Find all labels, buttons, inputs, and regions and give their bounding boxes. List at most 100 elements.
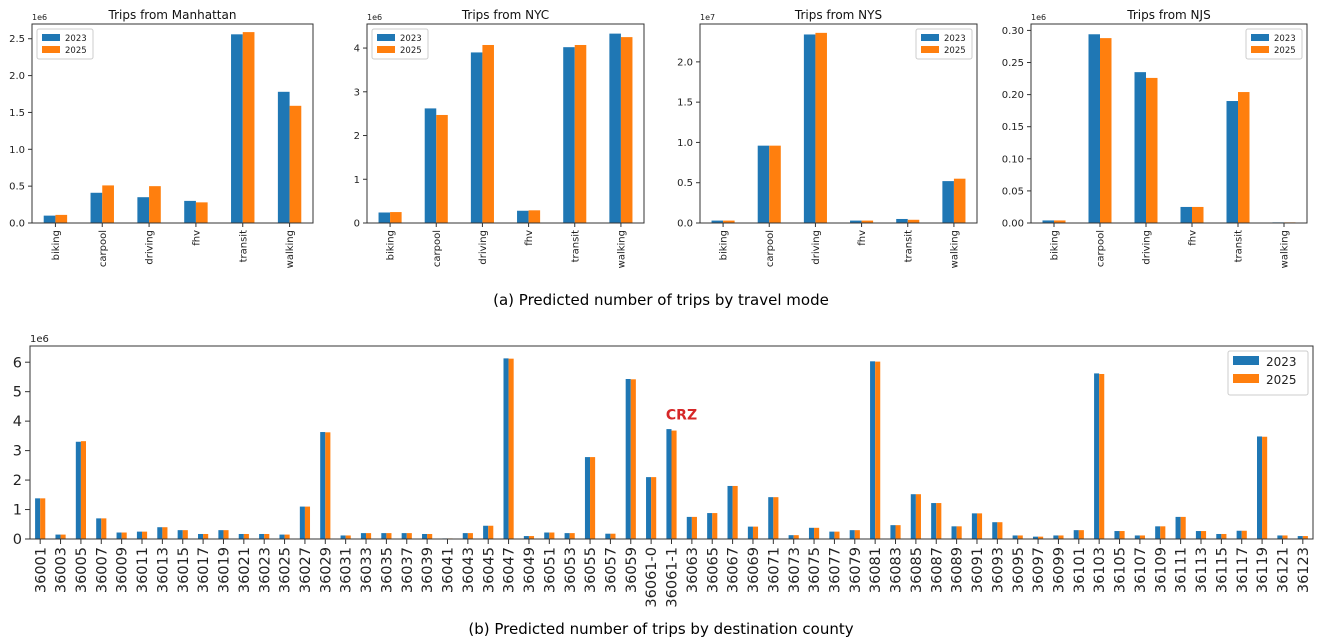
- bar-2023-36057: [605, 533, 611, 539]
- x-tick-label-36087: 36087: [929, 547, 945, 593]
- chart-trips-from-nyc: 0 1 2 3 4 1e6 biking carpool driving fhv transit wa…: [354, 8, 645, 268]
- y-tick-label: 6: [13, 355, 22, 371]
- bar-2025-36049: [528, 536, 535, 539]
- bar-2023-36109: [1155, 526, 1161, 539]
- bar-2023-36027: [299, 506, 305, 539]
- x-tick-label-36005: 36005: [74, 547, 90, 593]
- legend-label-2025: 2025: [944, 46, 966, 56]
- x-tick-label-36027: 36027: [298, 547, 314, 593]
- legend-label-2023: 2023: [1274, 34, 1296, 44]
- bar-2025-transit: [574, 44, 587, 223]
- bar-2023-36067: [727, 485, 733, 539]
- legend-label-2023: 2023: [65, 34, 87, 44]
- bar-2023-36081: [870, 361, 876, 539]
- legend-swatch-2025: [1251, 46, 1269, 53]
- x-tick-label-36041: 36041: [441, 547, 457, 593]
- bar-2023-36071: [768, 497, 774, 539]
- bar-2025-36071: [773, 497, 779, 539]
- x-tick-label-36075: 36075: [807, 547, 823, 593]
- y-tick-label: 2.5: [9, 34, 25, 45]
- y-tick-label: 0.10: [1002, 154, 1024, 165]
- bar-2023-36009: [116, 532, 122, 539]
- legend-swatch-2023: [42, 34, 60, 41]
- x-tick-label-transit: transit: [903, 230, 914, 262]
- x-tick-label-36077: 36077: [828, 547, 844, 593]
- bar-2025-36095: [1017, 535, 1023, 539]
- plot-frame: [699, 23, 978, 224]
- chart-trips-from-nys: 0.0 0.5 1.0 1.5 2.0 1e7 biking carpool driving fh…: [677, 8, 978, 268]
- legend: 2023 2025: [915, 28, 973, 60]
- x-tick-label-36003: 36003: [54, 547, 70, 593]
- x-tick-label-36039: 36039: [420, 547, 436, 593]
- x-tick-label-carpool: carpool: [432, 230, 443, 267]
- y-tick-label: 0.20: [1002, 90, 1024, 101]
- annotation-crz: CRZ: [666, 408, 697, 424]
- bar-2023-36021: [238, 533, 244, 539]
- y-tick-label: 0.0: [677, 219, 693, 230]
- bar-2023-transit: [896, 218, 908, 223]
- x-tick-label-36051: 36051: [542, 547, 558, 593]
- x-tick-label-36057: 36057: [603, 547, 619, 593]
- bar-2025-36009: [121, 532, 127, 539]
- y-tick-label: 1.5: [9, 108, 25, 119]
- y-tick-label: 0: [13, 532, 22, 548]
- bar-2023-36003: [55, 534, 61, 539]
- x-tick-label-36101: 36101: [1072, 547, 1088, 593]
- x-tick-label-36089: 36089: [950, 547, 966, 593]
- bar-2025-36051: [549, 532, 555, 539]
- bar-2025-walking: [620, 37, 633, 224]
- y-scale-label: 1e6: [1031, 13, 1046, 22]
- bar-2025-36061-0: [651, 477, 657, 539]
- x-tick-label-36117: 36117: [1235, 547, 1251, 593]
- bar-2023-36079: [849, 530, 855, 539]
- bar-2023-36069: [747, 526, 753, 539]
- x-tick-label-fhv: fhv: [1188, 230, 1199, 246]
- bar-2025-36111: [1180, 516, 1186, 539]
- bar-2023-36105: [1114, 531, 1120, 539]
- x-tick-label-36045: 36045: [481, 547, 497, 593]
- y-tick-label: 3: [354, 87, 360, 98]
- x-tick-label-36073: 36073: [787, 547, 803, 593]
- bar-2025-carpool: [102, 185, 114, 223]
- plot-frame: [1030, 23, 1308, 224]
- x-tick-label-biking: biking: [386, 230, 397, 260]
- bar-2023-36073: [788, 535, 794, 539]
- x-tick-label-36109: 36109: [1153, 547, 1169, 593]
- x-tick-label-fhv: fhv: [857, 230, 868, 246]
- bar-2025-36007: [101, 518, 107, 539]
- bar-2025-36047: [508, 358, 514, 539]
- y-tick-label: 5: [13, 385, 22, 401]
- bar-2023-36099: [1053, 535, 1059, 539]
- bar-2023-36085: [910, 494, 916, 539]
- bar-2023-36061-0: [646, 477, 652, 539]
- bar-2025-36075: [814, 527, 820, 539]
- bar-2025-36057: [610, 533, 616, 539]
- bar-2023-36075: [808, 527, 815, 539]
- bar-2025-biking: [723, 220, 735, 223]
- bar-2025-36027: [304, 506, 311, 539]
- bar-2025-36065: [712, 513, 718, 539]
- bar-2023-36047: [503, 358, 509, 539]
- bar-2025-36017: [203, 533, 209, 539]
- bar-2023-biking: [43, 215, 56, 223]
- x-tick-label-carpool: carpool: [765, 230, 776, 267]
- bar-2023-36033: [360, 533, 367, 539]
- x-tick-label-biking: biking: [1050, 230, 1061, 260]
- bar-2023-fhv: [850, 220, 862, 223]
- x-tick-label-36035: 36035: [379, 547, 395, 593]
- bar-2025-biking: [55, 214, 68, 223]
- bar-2025-transit: [1238, 92, 1250, 223]
- bar-2023-carpool: [757, 145, 770, 223]
- legend-swatch-2023: [1233, 356, 1259, 365]
- x-tick-label-36053: 36053: [563, 547, 579, 593]
- bar-2025-transit: [242, 32, 255, 223]
- bar-2023-carpool: [1088, 34, 1100, 223]
- x-tick-label-36121: 36121: [1276, 547, 1292, 593]
- x-tick-label-36091: 36091: [970, 547, 986, 593]
- x-tick-label-transit: transit: [238, 230, 249, 262]
- y-tick-label: 3: [13, 444, 22, 460]
- chart-title: Trips from NJS: [1126, 8, 1210, 22]
- legend-label-2025: 2025: [400, 46, 422, 56]
- x-tick-label-36099: 36099: [1052, 547, 1068, 593]
- chart-trips-by-destination-county: 0 1 2 3 4 5 6 1e6 36001 36003 36005 36007 36009 36011…: [13, 334, 1314, 608]
